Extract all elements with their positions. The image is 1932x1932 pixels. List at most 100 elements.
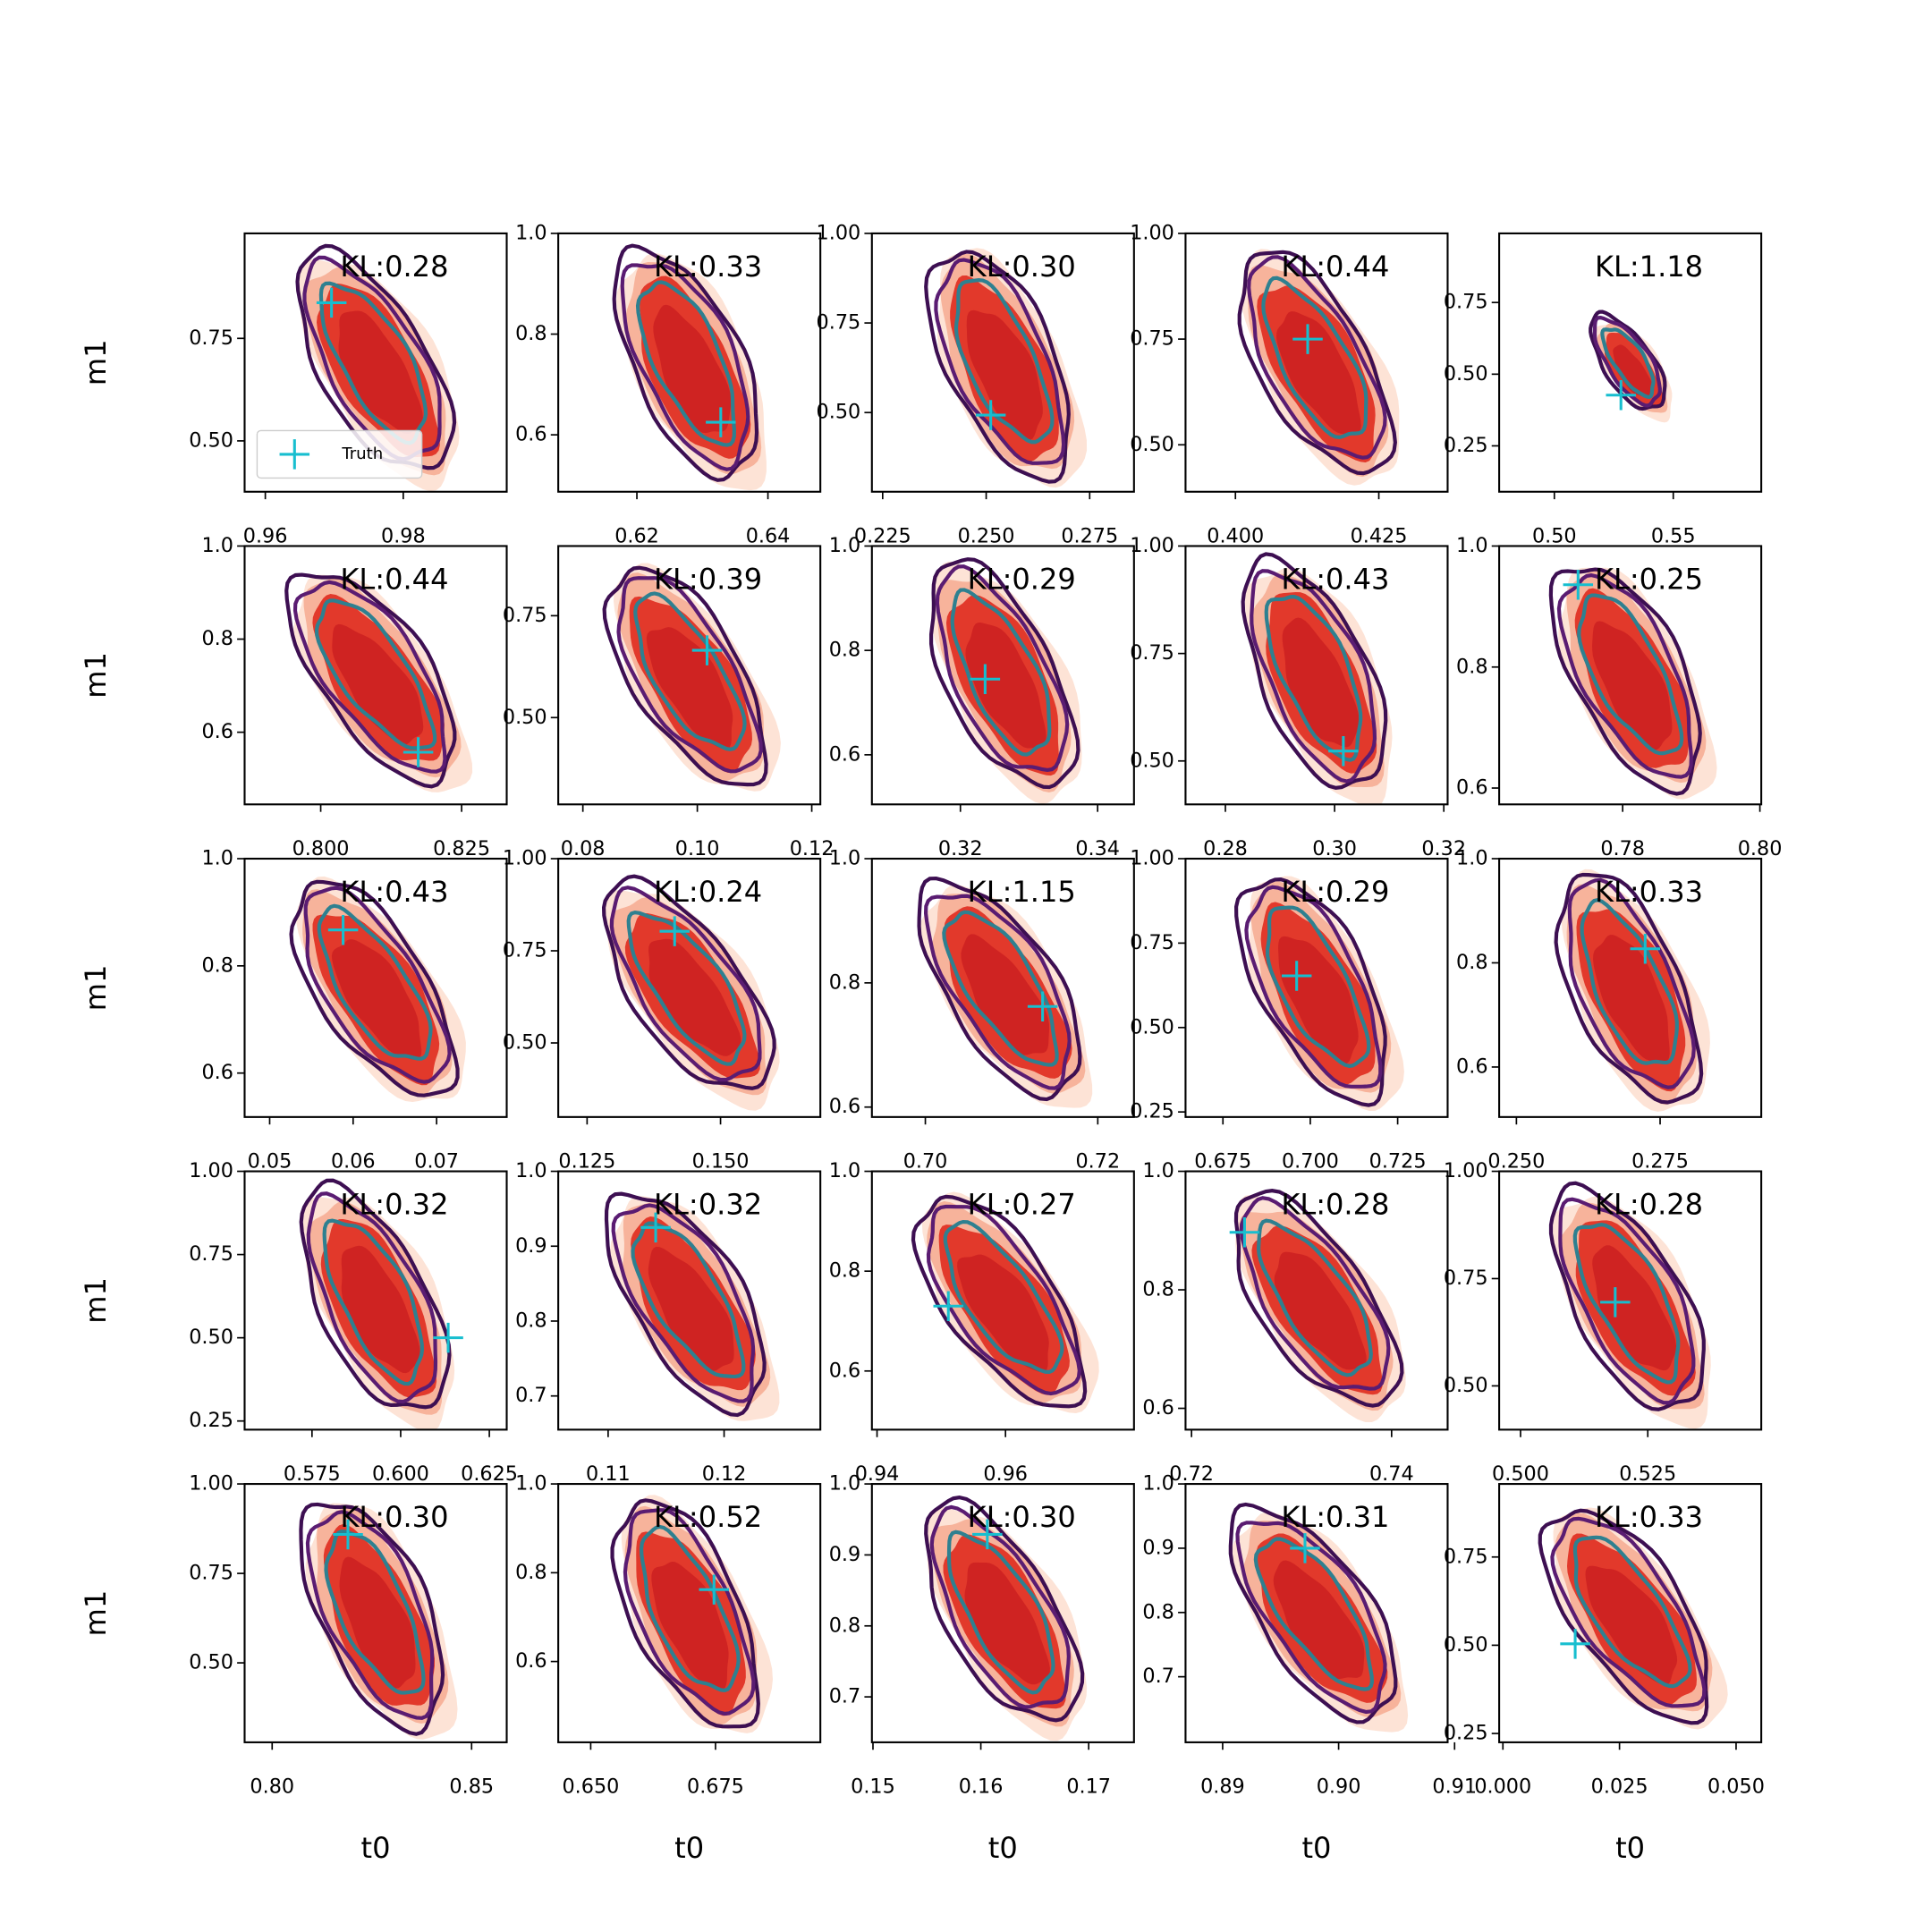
contour-line xyxy=(1548,567,1702,796)
y-tick-label: 0.7 xyxy=(829,1685,860,1708)
annotation: KL:0.29 xyxy=(1281,875,1389,909)
x-tick-label: 0.800 xyxy=(292,837,350,860)
plot-frame xyxy=(557,1483,822,1743)
x-tick-label: 0.275 xyxy=(1631,1150,1689,1174)
density-contours xyxy=(1237,249,1400,486)
contour-line xyxy=(616,576,763,774)
contour-line xyxy=(1256,1218,1373,1377)
density-fill xyxy=(332,623,424,745)
contour-line xyxy=(289,879,460,1097)
y-tick-label: 0.75 xyxy=(1444,1545,1488,1568)
x-tick-label: 0.675 xyxy=(687,1775,744,1799)
density-contours xyxy=(602,563,781,792)
y-tick-label: 0.8 xyxy=(829,639,860,662)
density-fill xyxy=(1277,936,1359,1064)
annotation: KL:0.43 xyxy=(1281,563,1389,597)
contour-line xyxy=(639,1524,741,1692)
contour-line xyxy=(1577,593,1684,756)
contour-line xyxy=(601,874,776,1090)
x-tick-label: 0.625 xyxy=(461,1462,518,1486)
contour-line xyxy=(633,591,747,751)
contour-line xyxy=(1233,877,1387,1107)
density-fill xyxy=(1585,1565,1678,1686)
truth-marker xyxy=(1606,379,1636,411)
subplot: 0.72 0.74 0.6 0.8 1.0 KL:0.28 xyxy=(1142,1159,1449,1486)
annotation: KL:0.43 xyxy=(340,875,448,909)
contour-line xyxy=(1250,569,1377,784)
subplot: 0.32 0.34 0.6 0.8 1.0 KL:0.29 xyxy=(829,534,1135,860)
density-contours xyxy=(1589,309,1673,423)
contour-line xyxy=(318,281,428,445)
y-tick-label: 0.6 xyxy=(829,1095,860,1118)
x-tick-label: 0.85 xyxy=(449,1775,494,1799)
x-tick-label: 0.525 xyxy=(1619,1462,1676,1486)
contour-line xyxy=(314,598,437,750)
x-axis-label: t0 xyxy=(988,1831,1018,1865)
contour-line xyxy=(623,1508,756,1716)
y-tick-label: 0.50 xyxy=(1130,749,1174,772)
x-tick-label: 0.11 xyxy=(586,1462,631,1486)
x-tick-label: 0.250 xyxy=(1487,1150,1545,1174)
legend-marker xyxy=(279,439,310,470)
density-contours xyxy=(284,572,473,792)
density-contours xyxy=(1548,567,1717,800)
contour-line xyxy=(604,1191,767,1418)
subplot: 0.96 0.98 0.50 0.75 KL:0.28 m1 Truth xyxy=(79,232,508,548)
plot-frame xyxy=(1184,232,1449,493)
annotation: KL:0.33 xyxy=(1595,1500,1703,1534)
subplot: 0.08 0.10 0.12 0.50 0.75 KL:0.39 xyxy=(503,545,834,860)
contour-line xyxy=(1592,316,1662,408)
y-tick-label: 0.75 xyxy=(503,604,547,627)
contour-line xyxy=(1233,1189,1404,1408)
annotation: KL:1.15 xyxy=(968,875,1076,909)
contour-line xyxy=(1264,595,1363,762)
y-tick-label: 0.75 xyxy=(189,1562,233,1585)
density-fill xyxy=(1593,935,1670,1063)
y-tick-label: 1.0 xyxy=(1456,847,1487,870)
plot-frame xyxy=(1184,1170,1449,1431)
annotation: KL:1.18 xyxy=(1595,250,1703,284)
contour-line xyxy=(1228,1502,1398,1724)
contour-line xyxy=(324,1530,426,1695)
y-tick-label: 0.8 xyxy=(515,322,547,345)
subplot: 0.70 0.72 0.6 0.8 1.0 KL:1.15 xyxy=(829,847,1135,1174)
y-axis-label: m1 xyxy=(79,652,113,699)
density-fill xyxy=(1592,1245,1676,1371)
y-tick-label: 0.6 xyxy=(829,1359,860,1382)
x-tick-label: 0.32 xyxy=(1421,837,1466,860)
y-tick-label: 0.9 xyxy=(1142,1536,1174,1559)
y-tick-label: 0.6 xyxy=(201,720,233,743)
legend-label: Truth xyxy=(341,445,383,463)
subplot: 0.000 0.025 0.050 0.25 0.50 0.75 KL:0.33 t0 xyxy=(1444,1483,1765,1865)
density-fill xyxy=(965,623,1046,749)
x-tick-label: 0.17 xyxy=(1066,1775,1111,1799)
contour-line xyxy=(1589,309,1667,411)
plot-frame xyxy=(1184,857,1449,1118)
y-tick-label: 0.75 xyxy=(503,939,547,962)
contour-line xyxy=(950,588,1052,757)
y-tick-label: 0.75 xyxy=(189,1242,233,1266)
contour-line xyxy=(322,1218,425,1386)
subplot: 0.125 0.150 0.50 0.75 1.00 KL:0.24 xyxy=(503,847,822,1174)
subplot: 0.94 0.96 0.6 0.8 1.0 KL:0.27 xyxy=(829,1159,1135,1486)
y-tick-label: 0.8 xyxy=(829,1259,860,1283)
annotation: KL:0.39 xyxy=(654,563,762,597)
contour-line xyxy=(1235,1521,1387,1715)
x-tick-label: 0.275 xyxy=(1061,525,1118,548)
y-tick-label: 1.00 xyxy=(189,1472,233,1496)
plot-frame xyxy=(557,545,822,806)
y-tick-label: 0.8 xyxy=(1142,1278,1174,1301)
y-tick-label: 0.8 xyxy=(1142,1600,1174,1623)
y-tick-label: 0.50 xyxy=(189,1651,233,1674)
subplot: 0.28 0.30 0.32 0.50 0.75 1.00 KL:0.43 xyxy=(1130,534,1466,860)
y-tick-label: 0.50 xyxy=(189,428,233,452)
contour-line xyxy=(299,1502,445,1736)
contour-line xyxy=(620,263,750,471)
y-tick-label: 0.9 xyxy=(515,1234,547,1258)
x-tick-label: 0.91 xyxy=(1432,1775,1477,1799)
density-fill xyxy=(331,939,422,1060)
x-tick-label: 0.98 xyxy=(381,525,426,548)
legend-box xyxy=(256,429,423,479)
y-tick-label: 1.00 xyxy=(817,221,861,244)
subplot: 0.11 0.12 0.7 0.8 0.9 1.0 KL:0.32 xyxy=(515,1159,822,1486)
